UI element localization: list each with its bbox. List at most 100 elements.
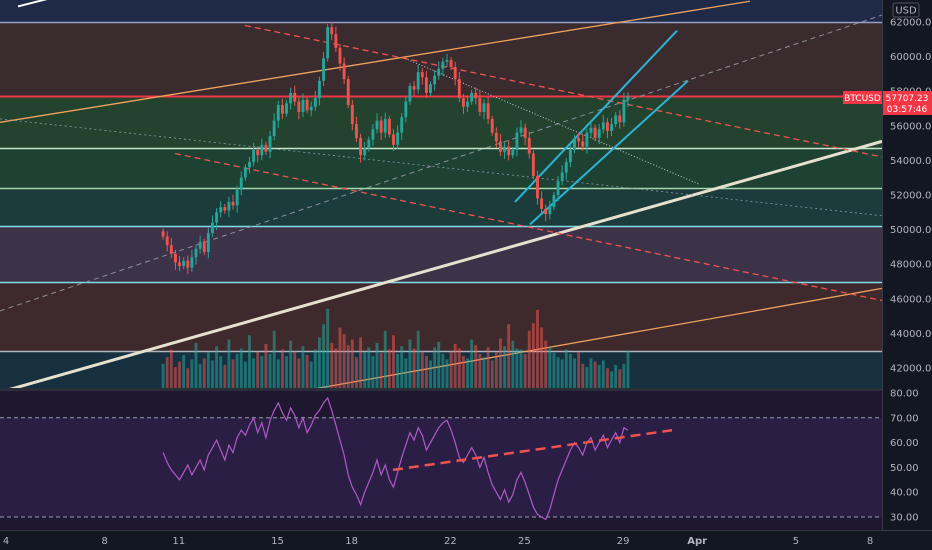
- candle-body[interactable]: [548, 207, 552, 215]
- candle-body[interactable]: [297, 101, 301, 112]
- candle-body[interactable]: [511, 150, 515, 156]
- trendline-top-left[interactable]: [17, 0, 52, 8]
- candle-body[interactable]: [355, 124, 358, 138]
- channel-lower[interactable]: [529, 80, 689, 226]
- trendline-dashed-red-lower[interactable]: [174, 152, 883, 302]
- candle-body[interactable]: [330, 27, 334, 35]
- candle-body[interactable]: [173, 253, 177, 263]
- candle-body[interactable]: [404, 101, 408, 118]
- candle-body[interactable]: [305, 99, 309, 111]
- candle-body[interactable]: [515, 132, 519, 151]
- candle-body[interactable]: [486, 103, 490, 119]
- candle-body[interactable]: [235, 189, 239, 206]
- candle-body[interactable]: [474, 92, 478, 99]
- candle-body[interactable]: [231, 201, 235, 206]
- candle-body[interactable]: [449, 60, 453, 67]
- candle-body[interactable]: [564, 162, 568, 173]
- candle-body[interactable]: [387, 118, 391, 135]
- candle-body[interactable]: [375, 120, 379, 130]
- candle-body[interactable]: [268, 136, 272, 152]
- candle-body[interactable]: [309, 106, 313, 111]
- candle-body[interactable]: [453, 66, 457, 80]
- channel-upper[interactable]: [514, 29, 678, 203]
- candle-body[interactable]: [523, 127, 527, 138]
- candle-body[interactable]: [622, 99, 626, 123]
- candle-body[interactable]: [396, 132, 400, 145]
- candle-body[interactable]: [326, 27, 330, 59]
- candle-body[interactable]: [577, 137, 581, 142]
- candle-body[interactable]: [499, 141, 502, 152]
- candle-body[interactable]: [272, 120, 276, 137]
- candle-body[interactable]: [280, 105, 284, 114]
- candle-body[interactable]: [363, 148, 367, 156]
- candle-body[interactable]: [169, 245, 173, 254]
- candle-body[interactable]: [293, 92, 297, 102]
- currency-label[interactable]: USD: [892, 2, 920, 18]
- candle-body[interactable]: [359, 137, 363, 156]
- candle-body[interactable]: [614, 115, 618, 125]
- candle-body[interactable]: [313, 98, 317, 107]
- candle-body[interactable]: [490, 118, 494, 133]
- candle-body[interactable]: [461, 98, 465, 107]
- candle-body[interactable]: [478, 98, 482, 112]
- candle-body[interactable]: [223, 207, 227, 211]
- candle-body[interactable]: [408, 86, 412, 102]
- candle-body[interactable]: [371, 129, 375, 140]
- candle-body[interactable]: [610, 124, 613, 131]
- candle-body[interactable]: [178, 262, 181, 266]
- candle-body[interactable]: [198, 241, 202, 249]
- candle-body[interactable]: [412, 86, 416, 90]
- candle-body[interactable]: [276, 105, 280, 121]
- candle-body[interactable]: [424, 77, 428, 93]
- candle-body[interactable]: [322, 58, 325, 81]
- candle-body[interactable]: [346, 79, 350, 106]
- candle-body[interactable]: [466, 101, 469, 107]
- candle-body[interactable]: [433, 75, 437, 85]
- candle-body[interactable]: [285, 103, 288, 114]
- candle-body[interactable]: [536, 175, 539, 199]
- candle-body[interactable]: [194, 248, 198, 258]
- candle-body[interactable]: [301, 99, 305, 112]
- candle-body[interactable]: [503, 146, 507, 152]
- candle-body[interactable]: [540, 198, 544, 209]
- candle-body[interactable]: [507, 146, 511, 156]
- candle-body[interactable]: [289, 92, 293, 104]
- candle-body[interactable]: [215, 212, 219, 223]
- candle-body[interactable]: [482, 103, 486, 112]
- candle-body[interactable]: [437, 68, 441, 76]
- candle-body[interactable]: [420, 72, 424, 78]
- candle-body[interactable]: [186, 260, 190, 268]
- candle-body[interactable]: [626, 96, 630, 100]
- trendline-dotted[interactable]: [404, 57, 701, 186]
- candle-body[interactable]: [367, 139, 371, 149]
- candle-body[interactable]: [317, 80, 321, 99]
- candle-body[interactable]: [239, 177, 243, 190]
- candle-body[interactable]: [597, 129, 601, 138]
- candle-body[interactable]: [445, 60, 449, 62]
- candle-body[interactable]: [206, 233, 210, 253]
- candle-body[interactable]: [161, 231, 165, 237]
- candle-body[interactable]: [342, 63, 346, 80]
- candle-body[interactable]: [519, 127, 523, 133]
- candle-body[interactable]: [350, 105, 354, 125]
- candle-body[interactable]: [552, 195, 556, 208]
- candle-body[interactable]: [527, 137, 531, 154]
- candle-body[interactable]: [248, 162, 251, 168]
- candle-body[interactable]: [252, 150, 256, 163]
- candle-body[interactable]: [589, 127, 593, 133]
- candle-body[interactable]: [202, 241, 206, 253]
- candle-body[interactable]: [568, 150, 572, 163]
- trendline-dashed-red-upper[interactable]: [244, 24, 883, 158]
- candle-body[interactable]: [182, 260, 186, 266]
- candle-body[interactable]: [573, 137, 576, 151]
- candle-body[interactable]: [334, 34, 338, 48]
- candle-body[interactable]: [256, 150, 260, 156]
- candle-body[interactable]: [441, 61, 445, 69]
- candle-body[interactable]: [544, 208, 548, 215]
- candle-body[interactable]: [531, 153, 535, 176]
- candle-body[interactable]: [494, 132, 498, 142]
- candle-body[interactable]: [429, 84, 432, 93]
- candle-body[interactable]: [219, 207, 223, 213]
- candle-body[interactable]: [227, 201, 231, 211]
